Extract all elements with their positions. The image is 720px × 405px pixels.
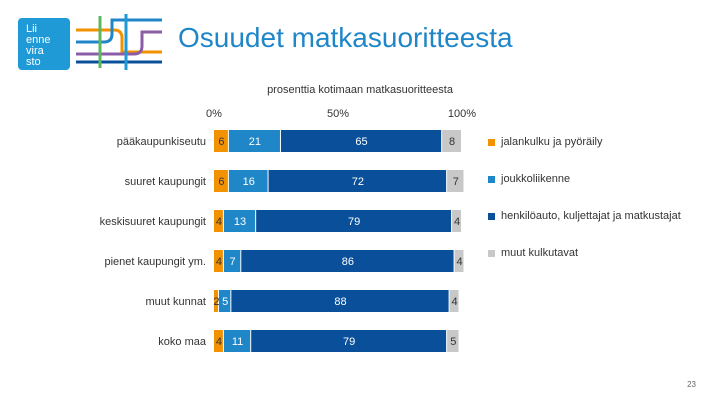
legend-label: muut kulkutavat xyxy=(501,247,579,259)
bar-segment xyxy=(452,210,461,232)
data-label: 65 xyxy=(355,136,367,148)
x-tick-label: 100% xyxy=(448,108,476,120)
data-label: 2 xyxy=(213,296,219,308)
category-label: pääkaupunkiseutu xyxy=(117,136,206,148)
data-label: 4 xyxy=(216,256,222,268)
bar-segment xyxy=(256,210,452,232)
data-label: 5 xyxy=(222,296,228,308)
data-label: 4 xyxy=(451,296,457,308)
legend-item-car: henkilöauto, kuljettajat ja matkustajat xyxy=(488,208,681,224)
bar-segment xyxy=(218,290,231,312)
bar-segment xyxy=(449,290,459,312)
bar-segment xyxy=(214,290,218,312)
legend-item-other: muut kulkutavat xyxy=(488,245,681,261)
legend-label: joukkoliikenne xyxy=(501,173,571,185)
bar-segment xyxy=(214,250,223,272)
data-label: 5 xyxy=(450,336,456,348)
data-label: 86 xyxy=(342,256,354,268)
bar-segment xyxy=(223,250,241,272)
legend-swatch xyxy=(488,249,495,257)
data-label: 6 xyxy=(218,136,224,148)
bar-segment xyxy=(228,130,280,152)
data-label: 4 xyxy=(216,336,222,348)
data-label: 13 xyxy=(234,216,246,228)
bar-segment xyxy=(442,130,461,152)
logo-line-2: enne xyxy=(26,34,51,46)
bar-segment xyxy=(223,210,256,232)
legend-swatch xyxy=(488,138,495,146)
data-label: 88 xyxy=(334,296,346,308)
data-label: 4 xyxy=(456,256,462,268)
logo-line-3: vira xyxy=(26,45,44,57)
bar-segment xyxy=(214,330,223,352)
data-label: 72 xyxy=(352,176,364,188)
legend-swatch xyxy=(488,175,495,183)
bar-segment xyxy=(268,170,447,192)
data-label: 79 xyxy=(343,336,355,348)
legend-label: henkilöauto, kuljettajat ja matkustajat xyxy=(501,210,681,222)
data-label: 79 xyxy=(348,216,360,228)
bar-segment xyxy=(447,330,459,352)
logo: Lii enne vira sto xyxy=(18,18,70,70)
logo-line-1: Lii xyxy=(26,23,38,35)
legend: jalankulku ja pyöräily joukkoliikenne he… xyxy=(488,134,681,282)
data-label: 11 xyxy=(232,336,243,348)
chart-title: prosenttia kotimaan matkasuoritteesta xyxy=(267,84,453,96)
bar-segment xyxy=(223,330,251,352)
data-label: 7 xyxy=(453,176,459,188)
category-label: suuret kaupungit xyxy=(125,176,206,188)
bar-segment xyxy=(280,130,442,152)
legend-swatch xyxy=(488,212,495,220)
bar-segment xyxy=(447,170,464,192)
x-tick-label: 0% xyxy=(206,108,222,120)
bar-segment xyxy=(214,130,228,152)
legend-item-walking-cycling: jalankulku ja pyöräily xyxy=(488,134,681,150)
data-label: 21 xyxy=(249,136,261,148)
category-label: muut kunnat xyxy=(145,296,206,308)
category-label: pienet kaupungit ym. xyxy=(104,256,206,268)
data-label: 16 xyxy=(243,176,255,188)
x-tick-label: 50% xyxy=(327,108,349,120)
bar-segment xyxy=(241,250,454,272)
data-label: 6 xyxy=(218,176,224,188)
bar-segment xyxy=(228,170,268,192)
data-label: 4 xyxy=(216,216,222,228)
bar-segment xyxy=(214,210,223,232)
data-label: 4 xyxy=(454,216,460,228)
data-label: 8 xyxy=(449,136,455,148)
bar-segment xyxy=(251,330,447,352)
legend-item-public-transport: joukkoliikenne xyxy=(488,171,681,187)
category-label: koko maa xyxy=(158,336,207,348)
slide-title: Osuudet matkasuoritteesta xyxy=(178,22,513,53)
data-label: 7 xyxy=(230,256,236,268)
bar-segment xyxy=(454,250,464,272)
decorative-arrows-graphic xyxy=(76,14,162,70)
legend-label: jalankulku ja pyöräily xyxy=(501,136,603,148)
logo-line-4: sto xyxy=(26,56,41,68)
page-number: 23 xyxy=(687,380,696,389)
category-label: keskisuuret kaupungit xyxy=(100,216,206,228)
bar-segment xyxy=(214,170,228,192)
bar-segment xyxy=(231,290,449,312)
